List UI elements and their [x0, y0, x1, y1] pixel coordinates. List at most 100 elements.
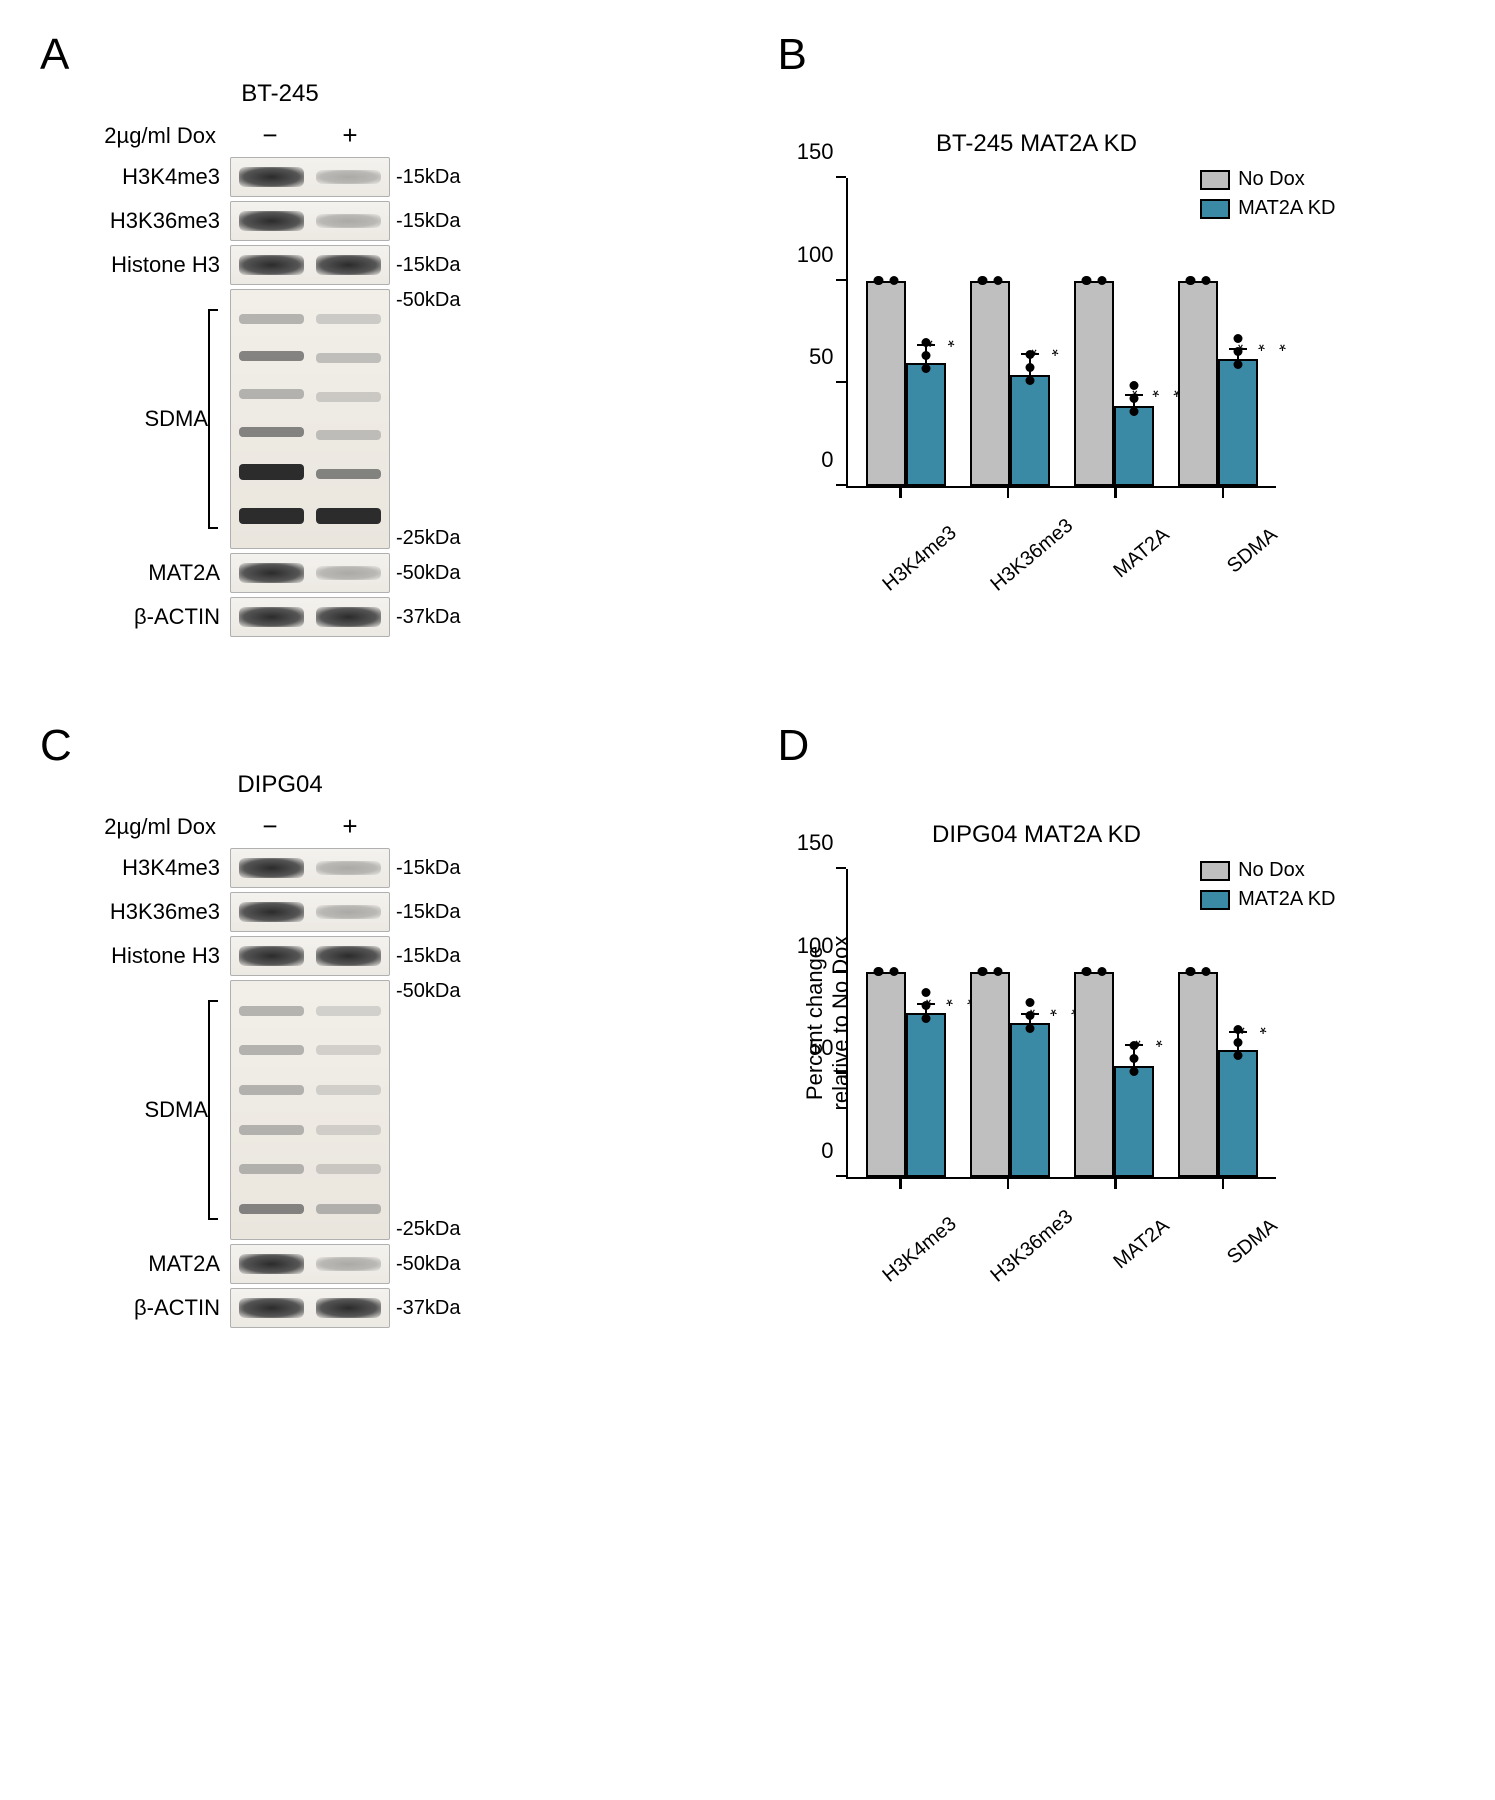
bar-ctrl	[1074, 972, 1114, 1177]
xlabel: H3K4me3	[879, 1215, 960, 1288]
chart-D-xticks	[846, 1179, 1276, 1189]
bar-kd	[1010, 1023, 1050, 1177]
blot-row-label: MAT2A	[80, 561, 230, 585]
significance-marker: **	[1026, 348, 1068, 349]
blot-row: Histone H3 -15kDa	[80, 936, 718, 976]
xtick	[1007, 1179, 1010, 1189]
blot-row: H3K36me3 -15kDa	[80, 892, 718, 932]
panel-letter-B: B	[778, 30, 807, 80]
band-kd	[316, 905, 381, 919]
band-ctrl	[239, 858, 304, 878]
error-bar	[1029, 355, 1031, 376]
data-points	[1185, 276, 1210, 285]
error-bar	[1029, 1015, 1031, 1023]
bar-kd	[1114, 1066, 1154, 1177]
data-points	[1081, 967, 1106, 976]
bar-group: ***	[863, 972, 949, 1177]
error-bar	[1133, 396, 1135, 406]
blot-lanes	[230, 892, 390, 932]
bar-ctrl	[866, 281, 906, 486]
xtick	[899, 488, 902, 498]
band-ctrl	[239, 167, 304, 187]
band-ctrl	[239, 902, 304, 922]
bar-ctrl	[866, 972, 906, 1177]
band-kd	[316, 1298, 381, 1318]
blot-size-label: -50kDa	[390, 1253, 480, 1275]
bracket-icon	[208, 1000, 218, 1220]
blot-A-header: 2µg/ml Dox − +	[80, 120, 718, 151]
band-ctrl	[239, 255, 304, 275]
band-ctrl	[239, 946, 304, 966]
panel-letter-D: D	[778, 721, 810, 771]
band-kd	[316, 607, 381, 627]
sdma-sizes: -50kDa -25kDa	[390, 980, 480, 1240]
sdma-image	[230, 980, 390, 1240]
sdma-label: SDMA	[144, 1097, 208, 1123]
blot-row-label: H3K36me3	[80, 900, 230, 924]
band-ctrl	[239, 607, 304, 627]
ytick	[836, 867, 846, 869]
blot-lanes	[230, 157, 390, 197]
blot-size-label: -37kDa	[390, 1297, 480, 1319]
plot-area: ***********	[848, 178, 1276, 486]
blot-row: Histone H3 -15kDa	[80, 245, 718, 285]
error-bar	[1133, 1046, 1135, 1067]
sdma-top-size: -50kDa	[390, 980, 480, 1002]
ytick-label: 50	[809, 344, 833, 370]
chart-D-title: DIPG04 MAT2A KD	[798, 821, 1276, 849]
blot-lanes	[230, 201, 390, 241]
xlabel: H3K36me3	[986, 524, 1067, 597]
band-kd	[316, 255, 381, 275]
blot-row-label: MAT2A	[80, 1252, 230, 1276]
blot-row-label: Histone H3	[80, 253, 230, 277]
chart-D-wrap: DIPG04 MAT2A KD Percent changerelative t…	[778, 731, 1456, 1216]
blot-row: MAT2A -50kDa	[80, 553, 718, 593]
blot-row-label: β-ACTIN	[80, 605, 230, 629]
blot-row-label: H3K4me3	[80, 165, 230, 189]
error-bar	[925, 1005, 927, 1013]
blot-A: BT-245 2µg/ml Dox − + H3K4me3 -15kDa H3K36…	[40, 40, 718, 637]
sdma-bot-size: -25kDa	[390, 1218, 480, 1240]
blot-lanes	[230, 848, 390, 888]
blot-lanes	[230, 245, 390, 285]
blot-row-label: H3K36me3	[80, 209, 230, 233]
band-kd	[316, 566, 381, 580]
figure-grid: A BT-245 2µg/ml Dox − + H3K4me3-15kDaH3K…	[40, 40, 1455, 1332]
blot-size-label: -15kDa	[390, 945, 480, 967]
bar-kd	[906, 363, 946, 486]
xlabel: SDMA	[1201, 1215, 1282, 1288]
chart-D-xlabels: H3K4me3H3K36me3MAT2ASDMA	[846, 1193, 1276, 1216]
band-kd	[316, 214, 381, 228]
blot-size-label: -15kDa	[390, 166, 480, 188]
dox-header-label: 2µg/ml Dox	[80, 123, 230, 149]
blot-lanes	[230, 1288, 390, 1328]
chart-B-wrap: BT-245 MAT2A KD 050100150No DoxMAT2A KD*…	[778, 40, 1456, 525]
band-kd	[316, 946, 381, 966]
xtick	[899, 1179, 902, 1189]
ytick-label: 150	[797, 830, 834, 856]
blot-row-label: Histone H3	[80, 944, 230, 968]
band-ctrl	[239, 563, 304, 583]
blot-A-title: BT-245	[80, 80, 370, 108]
xlabel: H3K4me3	[879, 524, 960, 597]
data-points	[1081, 276, 1106, 285]
blot-row: MAT2A -50kDa	[80, 1244, 718, 1284]
blot-size-label: -15kDa	[390, 254, 480, 276]
panel-C: C DIPG04 2µg/ml Dox − + H3K4me3-15kDaH3K…	[40, 731, 718, 1332]
blot-size-label: -15kDa	[390, 901, 480, 923]
panel-letter-C: C	[40, 721, 72, 771]
blot-row: H3K4me3 -15kDa	[80, 157, 718, 197]
bar-group: **	[1071, 972, 1157, 1177]
sdma-sizes: -50kDa -25kDa	[390, 289, 480, 549]
band-kd	[316, 861, 381, 875]
chart-D-area: Percent changerelative to No Dox 0501001…	[846, 869, 1276, 1179]
xtick	[1222, 1179, 1225, 1189]
chart-B-title: BT-245 MAT2A KD	[798, 130, 1276, 158]
band-ctrl	[239, 211, 304, 231]
bar-kd	[1218, 1050, 1258, 1177]
sdma-bot-size: -25kDa	[390, 527, 480, 549]
blot-size-label: -50kDa	[390, 562, 480, 584]
dox-header-label: 2µg/ml Dox	[80, 814, 230, 840]
blot-lanes	[230, 1244, 390, 1284]
significance-marker: ***	[1232, 343, 1295, 344]
